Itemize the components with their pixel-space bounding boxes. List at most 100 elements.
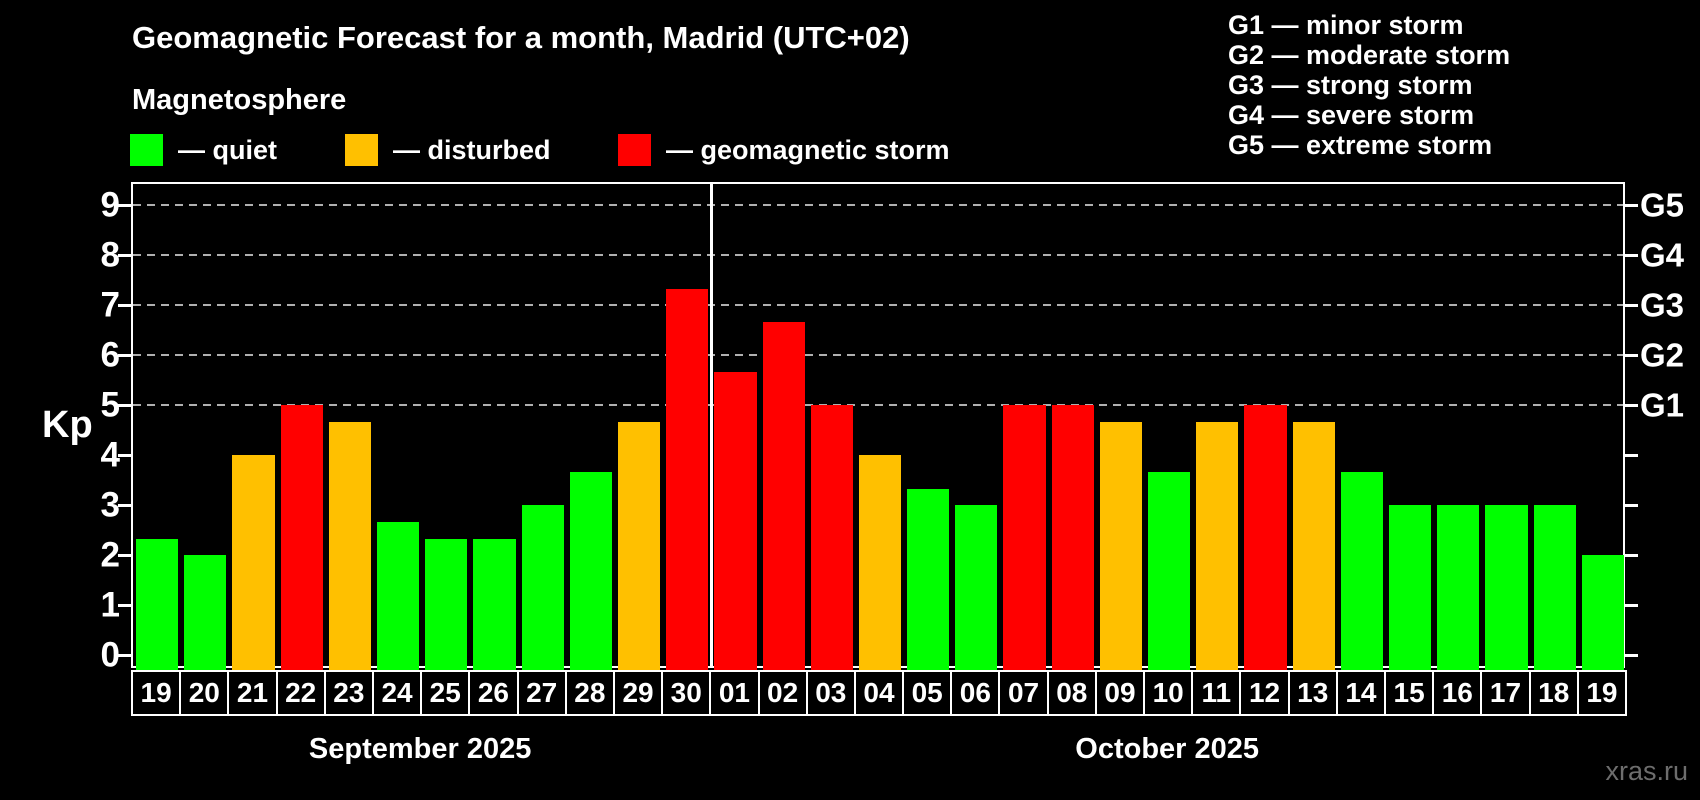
g-axis-label-g3: G3 — [1640, 286, 1685, 324]
gridline-kp5 — [133, 404, 1623, 406]
y-tick-right-9 — [1625, 204, 1638, 207]
y-tick-left-7 — [118, 304, 131, 307]
date-box-20: 20 — [179, 670, 230, 716]
gridline-kp8 — [133, 254, 1623, 256]
disturbed-color-swatch — [345, 134, 378, 166]
date-box-02: 02 — [757, 670, 808, 716]
bar-day-16 — [1437, 505, 1480, 670]
month-separator-line — [709, 184, 713, 666]
quiet-color-swatch — [130, 134, 163, 166]
storm-scale-g5: G5 — extreme storm — [1228, 130, 1493, 160]
g-axis-label-g2: G2 — [1640, 336, 1685, 374]
date-box-17: 17 — [1480, 670, 1531, 716]
y-tick-label-9: 9 — [100, 185, 120, 225]
date-box-28: 28 — [564, 670, 615, 716]
date-box-05: 05 — [902, 670, 953, 716]
y-tick-left-0 — [118, 654, 131, 657]
bar-day-05 — [907, 488, 950, 670]
watermark: xras.ru — [1605, 756, 1688, 786]
gridline-kp7 — [133, 304, 1623, 306]
bar-day-07 — [1003, 405, 1046, 670]
bar-day-19 — [1581, 555, 1624, 670]
bar-day-15 — [1389, 505, 1432, 670]
y-tick-label-5: 5 — [100, 385, 120, 425]
storm-scale-g1: G1 — minor storm — [1228, 10, 1464, 40]
bar-day-21 — [232, 455, 275, 670]
date-box-19: 19 — [131, 670, 182, 716]
bar-day-18 — [1533, 505, 1576, 670]
bar-day-06 — [955, 505, 998, 670]
storm-color-swatch — [618, 134, 651, 166]
legend-label-quiet: — quiet — [178, 134, 277, 165]
y-tick-right-6 — [1625, 354, 1638, 357]
g-axis-label-g1: G1 — [1640, 386, 1685, 424]
g-axis-label-g4: G4 — [1640, 236, 1685, 274]
storm-scale-g4: G4 — severe storm — [1228, 100, 1475, 130]
bar-day-14 — [1340, 471, 1384, 670]
date-box-08: 08 — [1046, 670, 1097, 716]
date-box-09: 09 — [1094, 670, 1146, 716]
y-tick-left-6 — [118, 354, 131, 357]
bar-day-09 — [1099, 421, 1143, 670]
y-tick-left-3 — [118, 504, 131, 507]
bar-day-26 — [473, 538, 516, 670]
bar-day-19 — [136, 538, 179, 670]
y-tick-label-4: 4 — [100, 435, 120, 475]
date-box-23: 23 — [323, 670, 374, 716]
storm-scale-g2: G2 — moderate storm — [1228, 40, 1511, 70]
date-box-12: 12 — [1239, 670, 1290, 716]
gridline-kp6 — [133, 354, 1623, 356]
legend-label-disturbed: — disturbed — [393, 134, 551, 165]
y-tick-right-2 — [1625, 554, 1638, 557]
y-tick-label-2: 2 — [100, 535, 120, 575]
y-tick-left-2 — [118, 554, 131, 557]
y-tick-left-1 — [118, 604, 131, 607]
y-tick-right-0 — [1625, 654, 1638, 657]
bar-day-11 — [1196, 421, 1239, 670]
bar-day-13 — [1292, 421, 1335, 670]
date-box-16: 16 — [1432, 670, 1483, 716]
y-tick-right-3 — [1625, 504, 1638, 507]
bar-day-20 — [184, 555, 227, 670]
date-box-29: 29 — [612, 670, 664, 716]
legend-item-disturbed: — disturbed — [345, 133, 551, 167]
bar-day-29 — [617, 421, 661, 670]
y-tick-label-0: 0 — [100, 635, 120, 675]
storm-scale-legend: G1 — minor storm G2 — moderate storm G3 … — [1228, 10, 1510, 160]
y-tick-label-8: 8 — [100, 235, 120, 275]
bar-day-03 — [810, 405, 853, 670]
date-box-25: 25 — [420, 670, 471, 716]
y-tick-right-1 — [1625, 604, 1638, 607]
y-tick-label-7: 7 — [100, 285, 120, 325]
bar-day-22 — [280, 405, 323, 670]
y-axis-title: Kp — [42, 404, 93, 446]
bar-day-24 — [376, 521, 420, 670]
legend-item-quiet: — quiet — [130, 133, 277, 167]
y-tick-left-5 — [118, 404, 131, 407]
x-axis-date-row: 19 20 21 22 23 24 25 26 27 28 29 30 01 02 03 04 05 06 07 08… — [131, 670, 1627, 716]
bar-day-04 — [858, 455, 902, 670]
bar-day-10 — [1148, 471, 1191, 670]
bar-day-28 — [569, 471, 612, 670]
bar-day-30 — [666, 288, 709, 670]
date-box-19: 19 — [1576, 670, 1627, 716]
g-axis-label-g5: G5 — [1640, 186, 1685, 224]
date-box-11: 11 — [1191, 670, 1242, 716]
chart-title: Geomagnetic Forecast for a month, Madrid… — [132, 20, 910, 55]
bar-day-25 — [425, 538, 468, 670]
y-tick-left-9 — [118, 204, 131, 207]
bar-day-01 — [714, 371, 757, 670]
bar-day-02 — [762, 321, 805, 670]
legend-label-storm: — geomagnetic storm — [666, 134, 950, 165]
date-box-06: 06 — [950, 670, 1001, 716]
y-tick-right-5 — [1625, 404, 1638, 407]
y-tick-right-4 — [1625, 454, 1638, 457]
bar-day-17 — [1485, 505, 1528, 670]
date-box-14: 14 — [1335, 670, 1387, 716]
y-tick-label-6: 6 — [100, 335, 120, 375]
date-box-22: 22 — [275, 670, 326, 716]
date-box-26: 26 — [468, 670, 519, 716]
y-tick-right-7 — [1625, 304, 1638, 307]
date-box-21: 21 — [227, 670, 278, 716]
y-tick-right-8 — [1625, 254, 1638, 257]
